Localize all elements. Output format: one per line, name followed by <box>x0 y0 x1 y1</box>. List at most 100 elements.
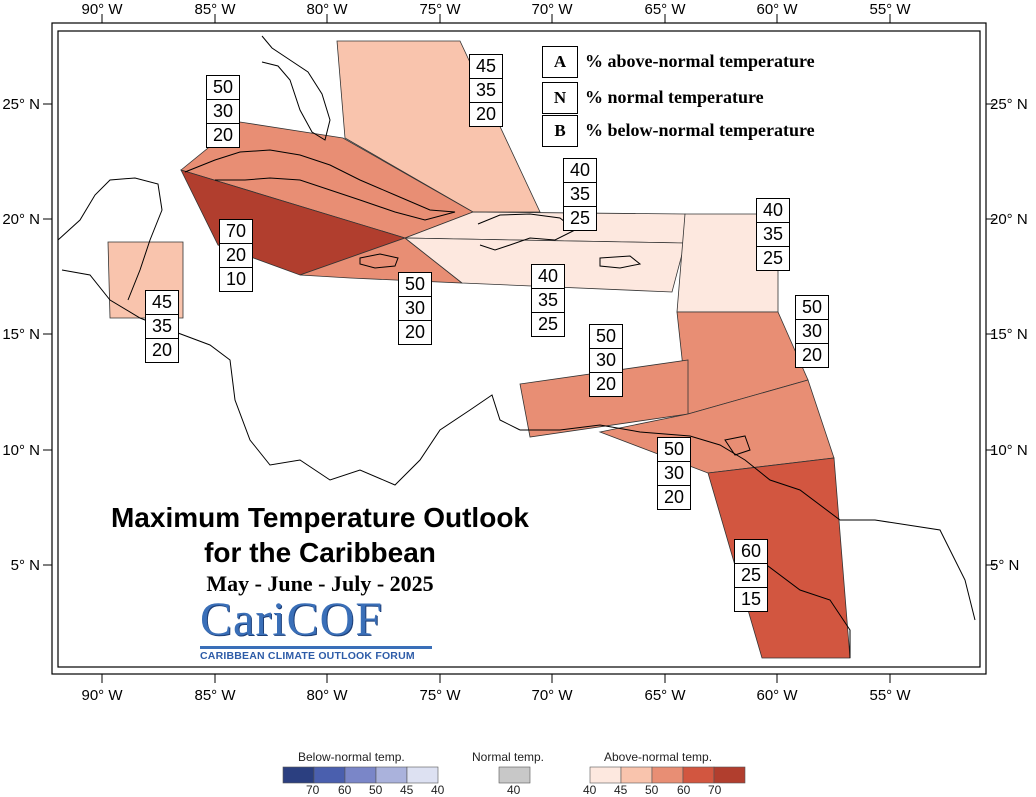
prob-below: 25 <box>569 208 591 228</box>
prob-normal: 35 <box>532 289 564 313</box>
logo-text: CariCOF <box>200 593 384 646</box>
key-letter: N <box>542 82 578 114</box>
coast-hispaniola <box>477 213 576 251</box>
colorbar-tick: 60 <box>338 783 352 797</box>
colorbar-tick: 70 <box>708 783 722 797</box>
prob-below: 20 <box>663 487 685 507</box>
lat-label: 15° N <box>990 326 1028 343</box>
axis-ticks <box>43 14 995 683</box>
prob-above: 60 <box>735 540 767 564</box>
lon-label: 70° W <box>531 687 573 704</box>
prob-box-jamaica: 50 30 20 <box>398 272 432 345</box>
key-letter: A <box>542 46 578 78</box>
prob-normal: 30 <box>658 462 690 486</box>
prob-below: 10 <box>225 269 247 289</box>
prob-below: 20 <box>595 374 617 394</box>
prob-above: 50 <box>399 273 431 297</box>
prob-above: 50 <box>207 76 239 100</box>
map-title: Maximum Temperature Outlook <box>110 502 529 533</box>
prob-below: 25 <box>762 248 784 268</box>
lon-label: 65° W <box>644 687 686 704</box>
lon-labels-top: 90° W 85° W 80° W 75° W 70° W 65° W 60° … <box>81 1 911 18</box>
lon-label: 85° W <box>194 687 236 704</box>
lon-labels-bottom: 90° W 85° W 80° W 75° W 70° W 65° W 60° … <box>81 687 911 704</box>
coast-yucatan <box>57 177 163 301</box>
key-text: % normal temperature <box>585 87 764 107</box>
logo-subtitle: CARIBBEAN CLIMATE OUTLOOK FORUM <box>200 650 415 662</box>
map-title-block: Maximum Temperature Outlook for the Cari… <box>60 500 580 598</box>
lon-label: 60° W <box>756 1 798 18</box>
coast-trinidad <box>724 435 751 456</box>
lon-label: 90° W <box>81 1 123 18</box>
colorbar-above-title: Above-normal temp. <box>604 750 713 764</box>
prob-box-cayman-western-cuba: 70 20 10 <box>219 219 253 292</box>
prob-below: 20 <box>801 345 823 365</box>
lon-label: 80° W <box>306 1 348 18</box>
prob-box-hispaniola-puerto-rico: 40 35 25 <box>531 264 565 337</box>
prob-box-trinidad-barbados: 50 30 20 <box>657 437 691 510</box>
colorbar-swatch-above <box>620 766 653 784</box>
prob-normal: 30 <box>796 320 828 344</box>
lon-label: 75° W <box>419 687 461 704</box>
coast-south-america <box>520 424 976 621</box>
lon-label: 85° W <box>194 1 236 18</box>
prob-below: 15 <box>740 589 762 609</box>
forecast-period: May - June - July - 2025 <box>206 571 434 596</box>
colorbar-tick: 70 <box>306 783 320 797</box>
prob-below: 25 <box>537 314 559 334</box>
lon-label: 55° W <box>869 1 911 18</box>
lon-label: 55° W <box>869 687 911 704</box>
prob-below: 20 <box>212 125 234 145</box>
colorbar-tick: 45 <box>400 783 414 797</box>
lat-label: 10° N <box>2 442 40 459</box>
lat-label: 25° N <box>2 96 40 113</box>
coast-florida <box>261 35 331 141</box>
prob-above: 70 <box>220 220 252 244</box>
prob-normal: 30 <box>399 297 431 321</box>
coast-puerto-rico <box>599 255 642 269</box>
prob-normal: 25 <box>735 564 767 588</box>
prob-box-bahamas: 45 35 20 <box>469 54 503 127</box>
prob-box-guianas: 60 25 15 <box>734 539 768 612</box>
colorbar-swatch-below <box>344 766 377 784</box>
lat-label: 15° N <box>2 326 40 343</box>
prob-normal: 35 <box>564 183 596 207</box>
lon-label: 90° W <box>81 687 123 704</box>
lat-labels-right: 25° N 20° N 15° N 10° N 5° N <box>990 96 1028 574</box>
colorbar-swatch-above <box>713 766 746 784</box>
prob-above: 40 <box>532 265 564 289</box>
colorbar-tick: 45 <box>614 783 628 797</box>
prob-above: 45 <box>146 291 178 315</box>
prob-box-windward-islands: 50 30 20 <box>795 295 829 368</box>
colorbar-swatch-below <box>313 766 346 784</box>
lat-label: 25° N <box>990 96 1028 113</box>
colorbar-swatch-above <box>682 766 715 784</box>
lon-label: 60° W <box>756 687 798 704</box>
colorbar-swatch-below <box>375 766 408 784</box>
prob-normal: 35 <box>146 315 178 339</box>
prob-normal: 30 <box>590 349 622 373</box>
lat-label: 5° N <box>990 557 1019 574</box>
prob-box-hispaniola-north: 40 35 25 <box>563 158 597 231</box>
lon-label: 75° W <box>419 1 461 18</box>
prob-below: 20 <box>475 104 497 124</box>
colorbar-below-title: Below-normal temp. <box>298 750 405 764</box>
coastlines <box>57 35 976 658</box>
colorbar-tick: 40 <box>431 783 445 797</box>
prob-box-abc-islands: 50 30 20 <box>589 324 623 397</box>
prob-normal: 20 <box>220 244 252 268</box>
colorbar-tick: 50 <box>645 783 659 797</box>
prob-normal: 30 <box>207 100 239 124</box>
colorbar <box>282 766 746 784</box>
caricof-logo: CariCOF CARIBBEAN CLIMATE OUTLOOK FORUM <box>200 596 436 662</box>
key-letter: B <box>542 115 578 147</box>
lat-labels-left: 25° N 20° N 15° N 10° N 5° N <box>2 96 40 574</box>
colorbar-swatch-below <box>282 766 315 784</box>
colorbar-swatch-above <box>651 766 684 784</box>
prob-below: 20 <box>404 322 426 342</box>
prob-normal: 35 <box>757 223 789 247</box>
colorbar-tick: 50 <box>369 783 383 797</box>
colorbar-normal-title: Normal temp. <box>472 750 545 764</box>
coast-guianas-border <box>759 559 851 658</box>
